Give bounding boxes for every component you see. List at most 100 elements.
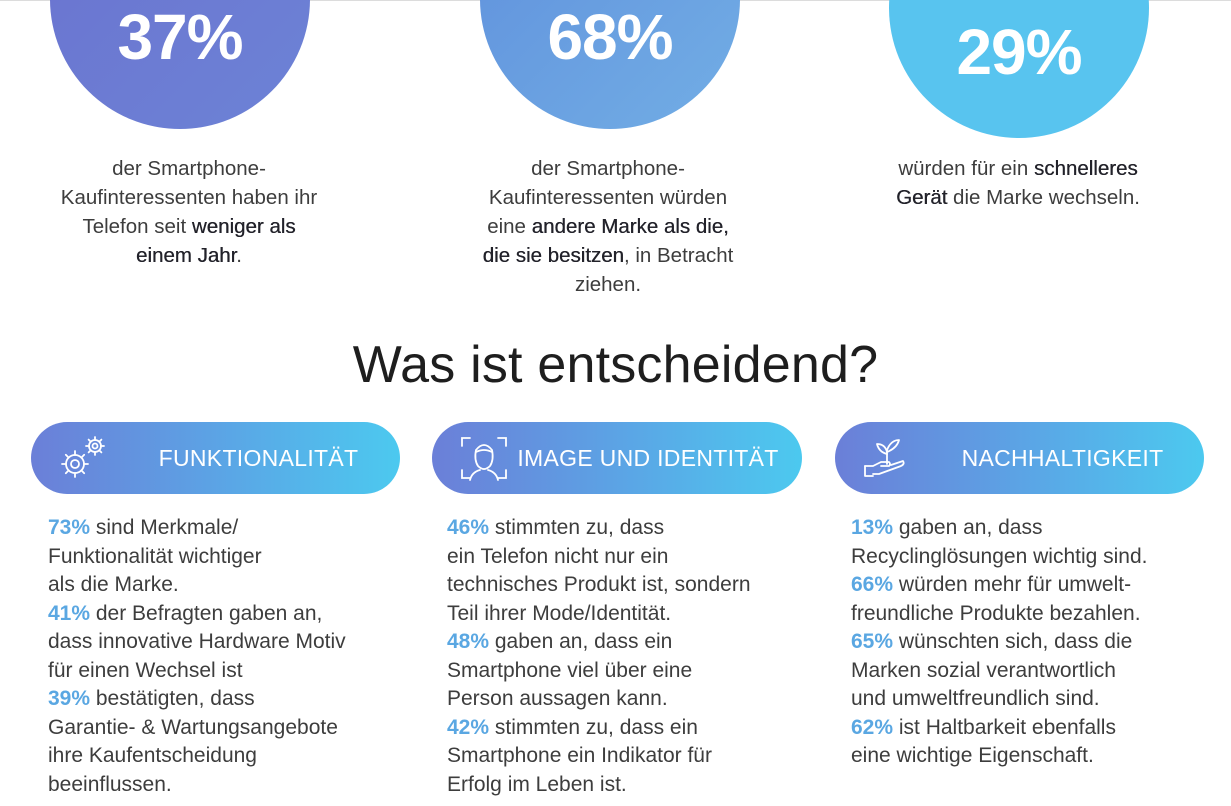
text-line: eine andere Marke als die,: [452, 212, 764, 241]
text-line: 65% wünschten sich, dass die: [851, 628, 1148, 657]
stat-value: 29%: [956, 16, 1082, 88]
text-segment: stimmten zu, dass: [489, 516, 665, 539]
highlight-number: 66%: [851, 573, 894, 596]
gears-icon: [61, 436, 105, 478]
highlight-number: 42%: [447, 715, 490, 739]
text-segment: der Smartphone-: [112, 157, 266, 180]
highlight-number: 48%: [447, 630, 490, 653]
text-line: 62% ist Haltbarkeit ebenfalls: [851, 714, 1148, 743]
emphasis-text: die sie besitzen: [482, 244, 624, 267]
category-label: NACHHALTIGKEIT: [961, 444, 1164, 471]
emphasis-text: Gerät: [896, 186, 948, 209]
text-line: freundliche Produkte bezahlen.: [851, 600, 1148, 629]
category-text-funktionalitaet: 73% sind Merkmale/Funktionalität wichtig…: [48, 514, 346, 799]
text-segment: der Smartphone-: [531, 157, 685, 180]
stat-description-2: der Smartphone- Kaufinteressenten würden e…: [452, 154, 764, 299]
text-segment: Smartphone viel über eine: [447, 658, 693, 682]
text-segment: gaben an, dass ein: [489, 630, 673, 653]
text-segment: eine: [487, 215, 532, 238]
text-segment: sind Merkmale/: [90, 516, 239, 539]
emphasis-text: einem Jahr: [136, 244, 237, 267]
text-line: Person aussagen kann.: [447, 685, 751, 714]
text-segment: Kaufinteressenten haben ihr: [60, 186, 318, 209]
text-line: 66% würden mehr für umwelt-: [851, 571, 1148, 600]
highlight-number: 41%: [48, 601, 91, 625]
text-segment: Erfolg im Leben ist.: [447, 772, 627, 796]
text-segment: dass innovative Hardware Motiv: [48, 630, 346, 653]
category-label: IMAGE UND IDENTITÄT: [517, 444, 779, 471]
text-segment: für einen Wechsel ist: [48, 658, 243, 682]
text-line: Funktionalität wichtiger: [48, 543, 346, 572]
text-line: 73% sind Merkmale/: [48, 514, 346, 543]
text-segment: Teil ihrer Mode/Identität.: [447, 601, 672, 625]
text-line: der Smartphone-: [30, 154, 348, 183]
highlight-number: 62%: [851, 715, 894, 739]
text-line: ziehen.: [452, 270, 764, 299]
text-segment: ein Telefon nicht nur ein: [447, 544, 669, 568]
category-text-image-identitaet: 46% stimmten zu, dass ein Telefon nicht n…: [447, 514, 751, 799]
text-segment: Recyclinglösungen wichtig sind.: [851, 544, 1148, 568]
text-line: einem Jahr.: [30, 241, 348, 270]
text-line: Teil ihrer Mode/Identität.: [447, 600, 751, 629]
category-pill-funktionalitaet: FUNKTIONALITÄT: [31, 422, 400, 494]
text-segment: bestätigten, dass: [90, 687, 255, 710]
category-pill-image-identitaet: IMAGE UND IDENTITÄT: [432, 422, 802, 494]
stat-value: 37%: [117, 1, 243, 73]
face-scan-icon: [461, 437, 507, 481]
text-line: Kaufinteressenten haben ihr: [30, 183, 348, 212]
text-segment: technisches Produkt ist, sondern: [447, 573, 751, 596]
text-line: 39% bestätigten, dass: [48, 685, 346, 714]
text-segment: , in Betracht: [623, 244, 734, 267]
highlight-number: 65%: [851, 630, 894, 653]
text-segment: würden für ein: [898, 157, 1034, 180]
text-segment: Kaufinteressenten würden: [488, 186, 728, 209]
text-line: 13% gaben an, dass: [851, 514, 1148, 543]
text-segment: ziehen.: [574, 273, 642, 296]
text-segment: und umweltfreundlich sind.: [851, 687, 1100, 710]
section-heading: Was ist entscheidend?: [352, 336, 879, 394]
text-segment: Funktionalität wichtiger: [48, 544, 262, 568]
text-line: der Smartphone-: [452, 154, 764, 183]
text-line: eine wichtige Eigenschaft.: [851, 742, 1148, 771]
text-line: Gerät die Marke wechseln.: [868, 183, 1168, 212]
text-segment: würden mehr für umwelt-: [893, 573, 1132, 596]
text-segment: stimmten zu, dass ein: [489, 715, 698, 739]
text-segment: gaben an, dass: [893, 516, 1043, 539]
stat-circle-2: 68%: [480, 0, 740, 129]
text-segment: Garantie- & Wartungsangebote: [48, 715, 338, 739]
text-segment: ihre Kaufentscheidung: [48, 744, 257, 767]
emphasis-text: weniger als: [191, 215, 296, 238]
text-line: Marken sozial verantwortlich: [851, 657, 1148, 686]
text-line: als die Marke.: [48, 571, 346, 600]
text-line: Smartphone ein Indikator für: [447, 742, 751, 771]
text-segment: eine wichtige Eigenschaft.: [851, 744, 1094, 767]
text-segment: Person aussagen kann.: [447, 687, 668, 710]
category-text-nachhaltigkeit: 13% gaben an, dass Recyclinglösungen wich…: [851, 514, 1148, 771]
text-line: 41% der Befragten gaben an,: [48, 600, 346, 629]
text-segment: wünschten sich, dass die: [893, 630, 1133, 653]
text-line: ein Telefon nicht nur ein: [447, 543, 751, 572]
text-line: dass innovative Hardware Motiv: [48, 628, 346, 657]
text-line: würden für ein schnelleres: [868, 154, 1168, 183]
highlight-number: 46%: [447, 516, 490, 539]
text-line: 48% gaben an, dass ein: [447, 628, 751, 657]
stat-value: 68%: [547, 1, 673, 73]
text-line: die sie besitzen, in Betracht: [452, 241, 764, 270]
hand-plant-icon: [864, 439, 905, 477]
text-line: für einen Wechsel ist: [48, 657, 346, 686]
text-line: ihre Kaufentscheidung: [48, 742, 346, 771]
highlight-number: 13%: [851, 516, 894, 539]
stat-description-3: würden für ein schnelleres Gerät die Mark…: [868, 154, 1168, 212]
stat-description-1: der Smartphone- Kaufinteressenten haben i…: [30, 154, 348, 270]
text-line: Garantie- & Wartungsangebote: [48, 714, 346, 743]
text-line: technisches Produkt ist, sondern: [447, 571, 751, 600]
text-line: Erfolg im Leben ist.: [447, 771, 751, 800]
text-segment: freundliche Produkte bezahlen.: [851, 601, 1141, 625]
text-segment: ist Haltbarkeit ebenfalls: [893, 715, 1116, 739]
text-segment: die Marke wechseln.: [947, 186, 1140, 209]
text-line: und umweltfreundlich sind.: [851, 685, 1148, 714]
stat-circle-1: 37%: [50, 0, 310, 129]
text-segment: Marken sozial verantwortlich: [851, 658, 1116, 682]
emphasis-text: schnelleres: [1033, 157, 1138, 180]
text-line: 46% stimmten zu, dass: [447, 514, 751, 543]
